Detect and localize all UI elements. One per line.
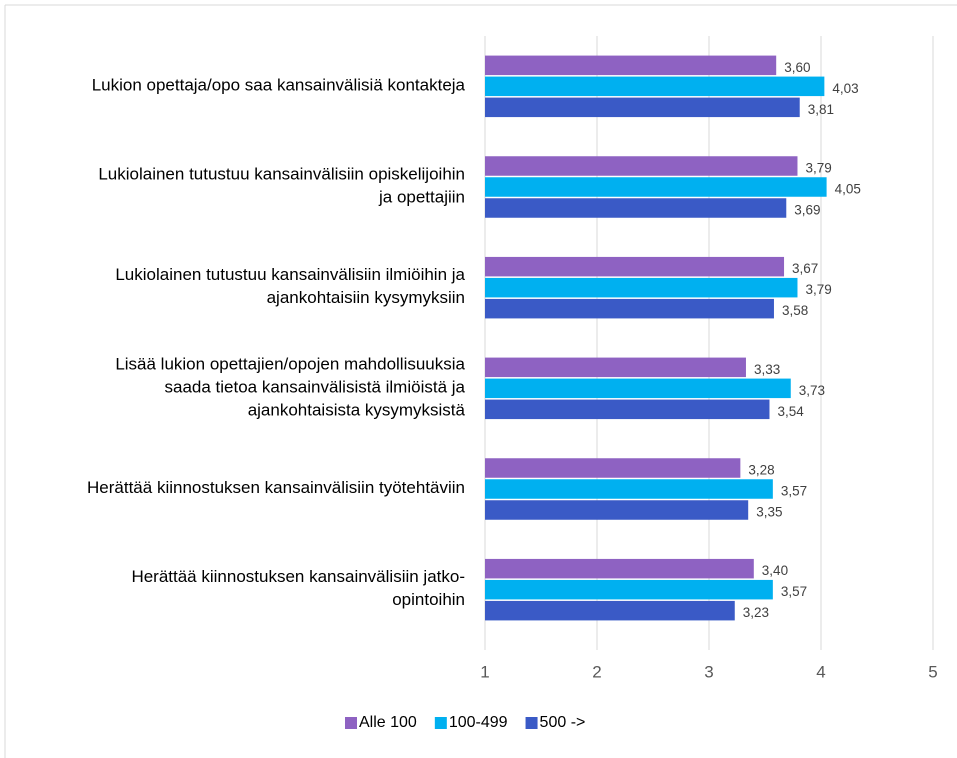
value-label: 3,40 — [762, 563, 788, 578]
bar — [485, 277, 798, 298]
category-label: Herättää kiinnostuksen kansainvälisiin j… — [131, 568, 465, 610]
category-label: Lukiolainen tutustuu kansainvälisiin opi… — [98, 165, 465, 207]
category-label: Herättää kiinnostuksen kansainvälisiin t… — [87, 478, 465, 497]
bar — [485, 156, 798, 176]
legend-label: 500 -> — [540, 714, 586, 731]
value-label: 3,57 — [781, 484, 807, 499]
value-label: 3,57 — [781, 584, 807, 599]
bar — [485, 55, 777, 76]
legend-label: 100-499 — [449, 714, 508, 731]
value-label: 3,73 — [799, 383, 825, 398]
value-label: 3,79 — [805, 161, 831, 176]
bar — [485, 76, 825, 97]
bar — [485, 198, 787, 218]
value-label: 3,58 — [782, 303, 808, 318]
value-label: 3,54 — [777, 404, 804, 419]
category-label-line: Lukion opettaja/opo saa kansainvälisiä k… — [92, 76, 466, 95]
category-label-line: ja opettajiin — [378, 188, 465, 207]
bar — [485, 558, 754, 579]
bar — [485, 458, 741, 478]
bar — [485, 177, 827, 197]
value-label: 3,81 — [808, 102, 834, 117]
value-label: 3,28 — [748, 463, 774, 478]
value-label: 3,33 — [754, 362, 780, 377]
bar — [485, 357, 746, 378]
category-label-line: Lukiolainen tutustuu kansainvälisiin ilm… — [115, 266, 465, 285]
category-label-line: ajankohtaisiin kysymyksiin — [267, 289, 465, 308]
bar — [485, 479, 773, 499]
value-label: 4,03 — [832, 81, 858, 96]
value-label: 3,23 — [743, 605, 769, 620]
category-label-line: saada tietoa kansainvälisistä ilmiöistä … — [165, 378, 466, 397]
value-label: 3,79 — [805, 282, 831, 297]
value-label: 3,69 — [794, 203, 820, 218]
category-label-line: Herättää kiinnostuksen kansainvälisiin t… — [87, 478, 465, 497]
category-label-line: ajankohtaisista kysymyksistä — [248, 401, 466, 420]
x-tick-label: 3 — [704, 662, 713, 681]
category-label-line: Lisää lukion opettajien/opojen mahdollis… — [115, 355, 465, 374]
bar — [485, 97, 800, 118]
value-label: 3,60 — [784, 60, 810, 75]
bar — [485, 378, 791, 399]
bar — [485, 500, 749, 520]
category-label: Lukion opettaja/opo saa kansainvälisiä k… — [92, 76, 466, 95]
value-label: 4,05 — [835, 182, 861, 197]
x-tick-label: 4 — [816, 662, 825, 681]
category-label-line: opintoihin — [392, 591, 465, 610]
value-label: 3,67 — [792, 261, 818, 276]
category-label-line: Herättää kiinnostuksen kansainvälisiin j… — [131, 568, 465, 587]
x-tick-label: 1 — [480, 662, 489, 681]
legend-swatch — [525, 717, 538, 729]
x-tick-label: 2 — [592, 662, 601, 681]
bar — [485, 256, 785, 277]
category-label: Lukiolainen tutustuu kansainvälisiin ilm… — [115, 266, 465, 308]
category-label-line: Lukiolainen tutustuu kansainvälisiin opi… — [98, 165, 465, 184]
bar — [485, 600, 735, 621]
bar — [485, 399, 770, 420]
bar — [485, 579, 773, 600]
value-label: 3,35 — [756, 505, 782, 520]
legend-swatch — [345, 717, 357, 729]
x-tick-label: 5 — [928, 662, 937, 681]
legend-label: Alle 100 — [359, 714, 417, 731]
bar — [485, 298, 774, 319]
legend-swatch — [434, 717, 447, 729]
category-label: Lisää lukion opettajien/opojen mahdollis… — [115, 355, 465, 420]
